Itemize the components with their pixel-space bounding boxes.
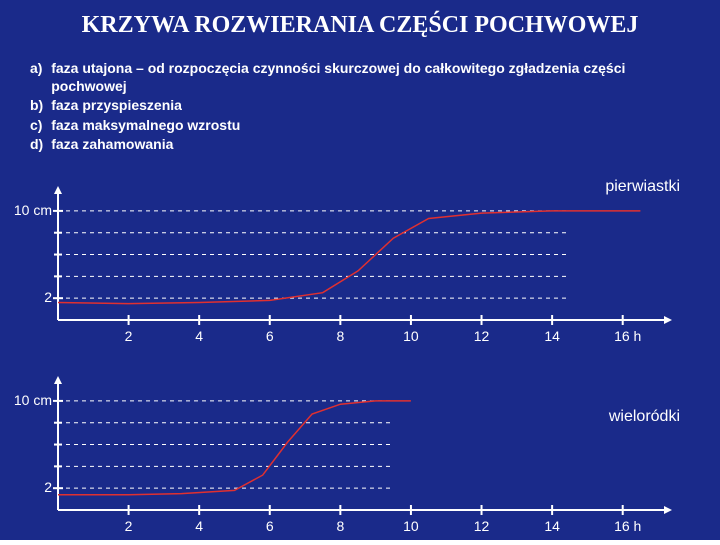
page-title: KRZYWA ROZWIERANIA CZĘŚCI POCHWOWEJ [0,12,720,39]
bullet-mark: d) [30,136,49,154]
bullet-item: c)faza maksymalnego wzrostu [30,117,696,135]
x-tick-label: 6 [250,518,290,534]
x-tick-label: 8 [320,328,360,344]
y-axis-arrow [54,376,62,384]
chart-wielorodki: 210 cm246810121416 h [58,390,708,545]
bullet-list: a)faza utajona – od rozpoczęcia czynnośc… [28,58,698,156]
bullet-item: a)faza utajona – od rozpoczęcia czynnośc… [30,60,696,95]
y-tick-label: 2 [12,479,52,495]
bullet-text: faza utajona – od rozpoczęcia czynności … [51,60,696,95]
bullet-table: a)faza utajona – od rozpoczęcia czynnośc… [28,58,698,156]
bullet-mark: a) [30,60,49,95]
y-tick-label: 2 [12,289,52,305]
chart-pierwiastki: 210 cm246810121416 h [58,200,708,355]
x-tick-label: 4 [179,328,219,344]
x-tick-label: 6 [250,328,290,344]
x-tick-label: 10 [391,328,431,344]
x-tick-label-last: 16 h [603,518,653,534]
bullet-text: faza maksymalnego wzrostu [51,117,696,135]
bullet-mark: c) [30,117,49,135]
x-tick-label: 2 [109,328,149,344]
x-tick-label: 10 [391,518,431,534]
curve-line [58,401,411,495]
x-axis-arrow [664,316,672,324]
x-tick-label: 2 [109,518,149,534]
x-tick-label-last: 16 h [603,328,653,344]
x-tick-label: 14 [532,328,572,344]
x-tick-label: 12 [462,328,502,344]
y-tick-label: 10 cm [12,392,52,408]
x-tick-label: 12 [462,518,502,534]
x-tick-label: 8 [320,518,360,534]
x-axis-arrow [664,506,672,514]
bullet-text: faza zahamowania [51,136,696,154]
slide: KRZYWA ROZWIERANIA CZĘŚCI POCHWOWEJ a)fa… [0,0,720,540]
y-axis-arrow [54,186,62,194]
chart1-label: pierwiastki [605,178,680,196]
bullet-item: d)faza zahamowania [30,136,696,154]
x-tick-label: 4 [179,518,219,534]
bullet-text: faza przyspieszenia [51,97,696,115]
bullet-item: b)faza przyspieszenia [30,97,696,115]
y-tick-label: 10 cm [12,202,52,218]
bullet-mark: b) [30,97,49,115]
x-tick-label: 14 [532,518,572,534]
curve-line [58,211,640,304]
